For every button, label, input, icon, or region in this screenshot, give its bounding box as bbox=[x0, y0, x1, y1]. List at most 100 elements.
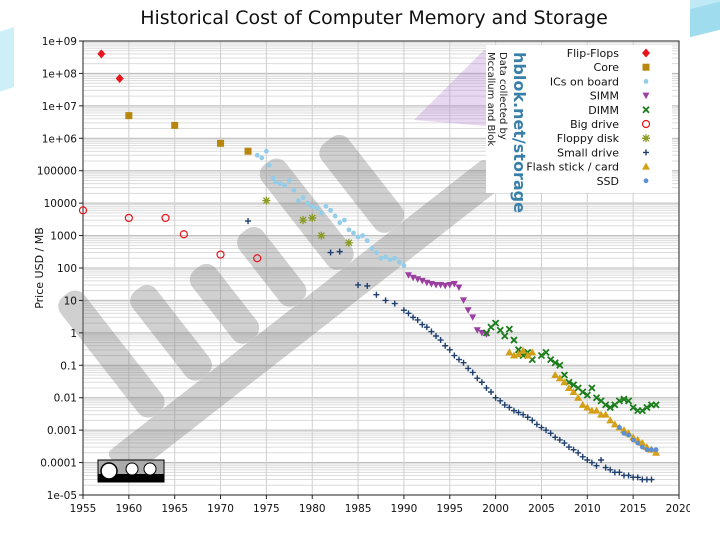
x-tick-label: 1990 bbox=[391, 503, 418, 515]
series-ics-on-board bbox=[254, 148, 407, 268]
x-tick-label: 1975 bbox=[253, 503, 280, 515]
chart-card: Historical Cost of Computer Memory and S… bbox=[14, 0, 690, 524]
data-point bbox=[488, 389, 495, 396]
data-point bbox=[644, 447, 650, 453]
data-point bbox=[309, 203, 315, 209]
data-point bbox=[319, 210, 324, 216]
data-point bbox=[533, 421, 540, 428]
data-point bbox=[262, 196, 271, 205]
data-point bbox=[635, 440, 641, 446]
data-point bbox=[579, 453, 586, 460]
x-tick-label: 1995 bbox=[436, 503, 463, 515]
data-point bbox=[578, 400, 587, 408]
data-point bbox=[560, 371, 569, 379]
legend-label: DIMM bbox=[588, 104, 619, 117]
data-point bbox=[216, 250, 225, 259]
data-point bbox=[570, 446, 577, 453]
x-tick-label: 2015 bbox=[620, 503, 647, 515]
credit-line2: Mccallum and Blok bbox=[485, 52, 496, 146]
data-point bbox=[374, 250, 379, 255]
data-point bbox=[601, 410, 610, 418]
data-point bbox=[607, 466, 614, 473]
data-point bbox=[592, 394, 601, 402]
legend-marker bbox=[642, 134, 650, 143]
data-point bbox=[314, 205, 320, 211]
data-point bbox=[392, 255, 398, 261]
data-point bbox=[561, 440, 568, 447]
data-point bbox=[217, 139, 225, 147]
y-tick-label: 10000 bbox=[44, 198, 77, 210]
chart-svg: Historical Cost of Computer Memory and S… bbox=[33, 7, 690, 515]
data-point bbox=[323, 203, 329, 209]
data-point bbox=[551, 359, 559, 367]
x-tick-label: 2000 bbox=[482, 503, 509, 515]
data-point bbox=[291, 187, 297, 193]
data-point bbox=[346, 227, 352, 233]
data-point bbox=[414, 316, 421, 323]
data-point bbox=[373, 291, 380, 298]
data-point bbox=[574, 393, 583, 401]
y-tick-label: 1e+07 bbox=[42, 101, 77, 113]
data-point bbox=[300, 195, 306, 200]
legend-marker bbox=[642, 92, 650, 100]
data-point bbox=[270, 175, 276, 181]
data-point bbox=[327, 249, 334, 256]
legend-marker bbox=[642, 63, 650, 71]
data-point bbox=[624, 397, 633, 405]
data-point bbox=[171, 121, 179, 129]
data-point bbox=[634, 474, 641, 481]
data-point bbox=[460, 297, 468, 304]
data-point bbox=[648, 476, 655, 483]
data-point bbox=[621, 430, 627, 436]
data-point bbox=[492, 394, 499, 401]
data-point bbox=[423, 324, 430, 331]
data-point bbox=[639, 444, 645, 450]
data-point bbox=[610, 420, 619, 428]
data-point bbox=[510, 407, 517, 414]
data-point bbox=[630, 437, 636, 443]
data-point bbox=[643, 403, 651, 412]
data-point bbox=[364, 282, 371, 289]
data-point bbox=[505, 348, 514, 356]
data-point bbox=[419, 321, 426, 328]
data-point bbox=[478, 379, 485, 386]
data-point bbox=[115, 73, 124, 83]
data-point bbox=[286, 178, 292, 183]
data-point bbox=[491, 319, 500, 327]
data-point bbox=[400, 307, 407, 314]
data-point bbox=[583, 403, 592, 411]
data-point bbox=[433, 333, 440, 339]
y-tick-label: 1e+09 bbox=[42, 36, 77, 48]
data-point bbox=[405, 310, 412, 317]
data-point bbox=[418, 277, 426, 285]
data-point bbox=[266, 162, 272, 168]
data-point bbox=[455, 356, 462, 363]
series-floppy-disk bbox=[262, 196, 353, 247]
data-point bbox=[616, 469, 623, 476]
data-point bbox=[579, 388, 587, 396]
data-point bbox=[569, 381, 578, 389]
legend-marker bbox=[642, 106, 650, 114]
x-tick-label: 1970 bbox=[207, 503, 234, 515]
data-point bbox=[299, 216, 308, 225]
data-point bbox=[405, 272, 413, 279]
y-tick-label: 0.01 bbox=[54, 393, 77, 405]
legend-label: Small drive bbox=[557, 146, 619, 159]
data-point bbox=[161, 213, 170, 223]
legend-marker bbox=[641, 119, 651, 129]
data-point bbox=[547, 430, 554, 437]
legend-label: SIMM bbox=[590, 90, 619, 103]
data-point bbox=[629, 403, 637, 412]
data-point bbox=[455, 284, 463, 292]
y-tick-label: 1 bbox=[70, 328, 77, 340]
legend-label: Floppy disk bbox=[557, 132, 620, 145]
data-point bbox=[328, 207, 333, 213]
data-point bbox=[620, 395, 628, 403]
data-point bbox=[387, 257, 393, 263]
data-point bbox=[501, 332, 509, 340]
data-point bbox=[124, 213, 133, 223]
y-tick-label: 0.001 bbox=[47, 425, 77, 437]
data-point bbox=[451, 352, 458, 359]
series-big-drive bbox=[78, 206, 262, 263]
